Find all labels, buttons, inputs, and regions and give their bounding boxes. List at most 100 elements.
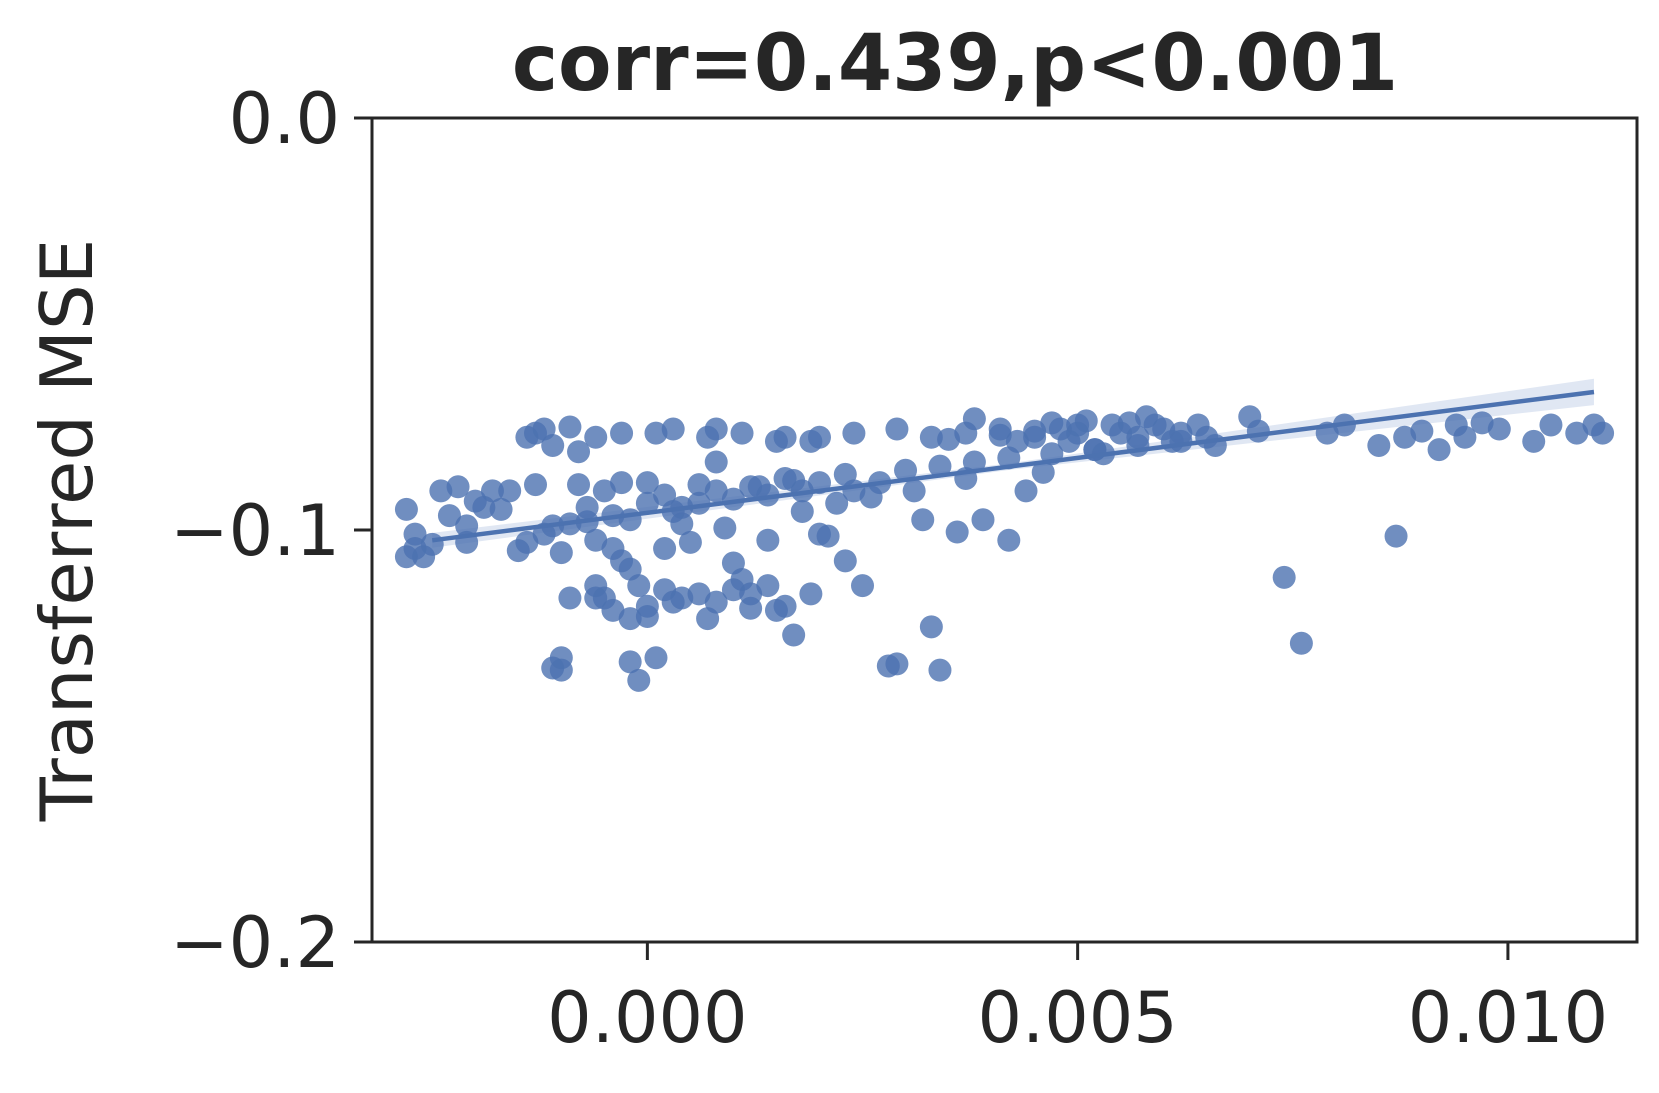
data-point	[653, 537, 677, 561]
data-point	[618, 607, 642, 631]
data-point	[437, 504, 461, 528]
data-point	[618, 650, 642, 674]
data-point	[670, 586, 694, 610]
y-tick-label: 0.0	[229, 78, 340, 160]
y-axis-ticks: 0.0 −0.1 −0.2	[170, 78, 372, 984]
data-point	[584, 425, 608, 449]
data-point	[524, 473, 548, 497]
data-point	[739, 582, 763, 606]
data-point	[945, 520, 969, 544]
data-point	[1591, 421, 1615, 445]
data-point	[782, 623, 806, 647]
data-point	[704, 450, 728, 474]
data-point	[764, 429, 788, 453]
data-point	[635, 471, 659, 495]
data-point	[429, 479, 453, 503]
data-point	[988, 417, 1012, 441]
data-point	[704, 479, 728, 503]
data-point	[1410, 419, 1434, 443]
data-point	[902, 479, 926, 503]
data-point	[480, 479, 504, 503]
data-point	[558, 415, 582, 439]
regression-line	[431, 389, 1595, 543]
data-point	[498, 479, 522, 503]
data-point	[627, 668, 651, 692]
data-point	[833, 462, 857, 486]
data-point	[455, 514, 479, 538]
data-point	[971, 508, 995, 532]
data-point	[1453, 425, 1477, 449]
data-point	[601, 598, 625, 622]
x-axis-ticks: 0.000 0.005 0.010	[547, 942, 1608, 1059]
data-point	[807, 425, 831, 449]
data-point	[567, 440, 591, 464]
data-point	[833, 549, 857, 573]
data-point	[1126, 434, 1150, 458]
data-point	[756, 528, 780, 552]
data-point	[1539, 413, 1563, 437]
data-point	[549, 658, 573, 682]
data-point	[575, 495, 599, 519]
data-point	[816, 524, 840, 548]
data-point	[885, 417, 909, 441]
data-point	[446, 475, 470, 499]
data-point	[1023, 425, 1047, 449]
data-point	[661, 417, 685, 441]
data-point	[954, 421, 978, 445]
data-point	[584, 528, 608, 552]
regression-line-path	[431, 389, 1595, 543]
data-point	[610, 471, 634, 495]
data-point	[773, 594, 797, 618]
data-point	[919, 425, 943, 449]
data-point	[515, 530, 539, 554]
data-point	[653, 578, 677, 602]
data-point	[894, 458, 918, 482]
data-point	[644, 646, 668, 670]
data-points	[394, 405, 1615, 692]
data-point	[618, 508, 642, 532]
data-point	[1427, 438, 1451, 462]
data-point	[1066, 413, 1090, 437]
data-point	[584, 574, 608, 598]
data-point	[756, 574, 780, 598]
data-point	[928, 658, 952, 682]
data-point	[403, 522, 427, 546]
data-point	[799, 582, 823, 606]
data-point	[567, 473, 591, 497]
data-point	[1289, 631, 1313, 655]
data-point	[773, 467, 797, 490]
y-tick-label: −0.1	[170, 490, 340, 572]
data-point	[610, 421, 634, 445]
chart-title: corr=0.439,p<0.001	[512, 19, 1398, 109]
data-point	[687, 582, 711, 606]
data-point	[739, 475, 763, 499]
x-tick-label: 0.010	[1408, 977, 1608, 1059]
data-point	[790, 499, 814, 523]
data-point	[1031, 460, 1055, 484]
data-point	[1522, 429, 1546, 453]
data-point	[1246, 419, 1270, 443]
data-point	[635, 594, 659, 618]
data-point	[962, 450, 986, 474]
data-point	[635, 491, 659, 515]
data-point	[756, 483, 780, 507]
data-point	[997, 446, 1021, 470]
data-point	[653, 483, 677, 507]
data-point	[678, 530, 702, 554]
data-point	[997, 528, 1021, 552]
data-point	[696, 425, 720, 449]
data-point	[911, 508, 935, 532]
data-point	[704, 590, 728, 614]
data-point	[721, 578, 745, 602]
data-point	[851, 574, 875, 598]
data-point	[825, 491, 849, 515]
data-point	[1565, 421, 1589, 445]
x-tick-label: 0.000	[547, 977, 747, 1059]
y-axis-label: Transferred MSE	[25, 239, 109, 822]
data-point	[1014, 479, 1038, 503]
data-point	[721, 487, 745, 511]
data-point	[1367, 434, 1391, 458]
data-point	[885, 652, 909, 676]
data-point	[1272, 565, 1296, 589]
